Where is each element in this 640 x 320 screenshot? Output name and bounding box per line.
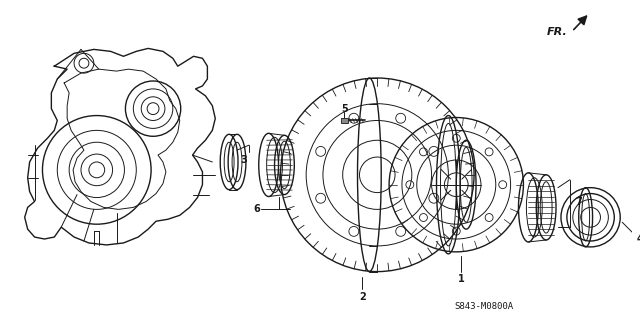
Text: 1: 1 <box>458 275 465 284</box>
Text: 5: 5 <box>341 104 348 114</box>
Text: S843-M0800A: S843-M0800A <box>454 302 513 311</box>
Polygon shape <box>340 118 348 123</box>
Text: 7: 7 <box>576 197 582 207</box>
Text: FR.: FR. <box>547 27 568 36</box>
Text: 2: 2 <box>359 292 366 302</box>
Text: 6: 6 <box>253 204 260 214</box>
Text: 3: 3 <box>241 155 247 165</box>
Text: 4: 4 <box>637 234 640 244</box>
